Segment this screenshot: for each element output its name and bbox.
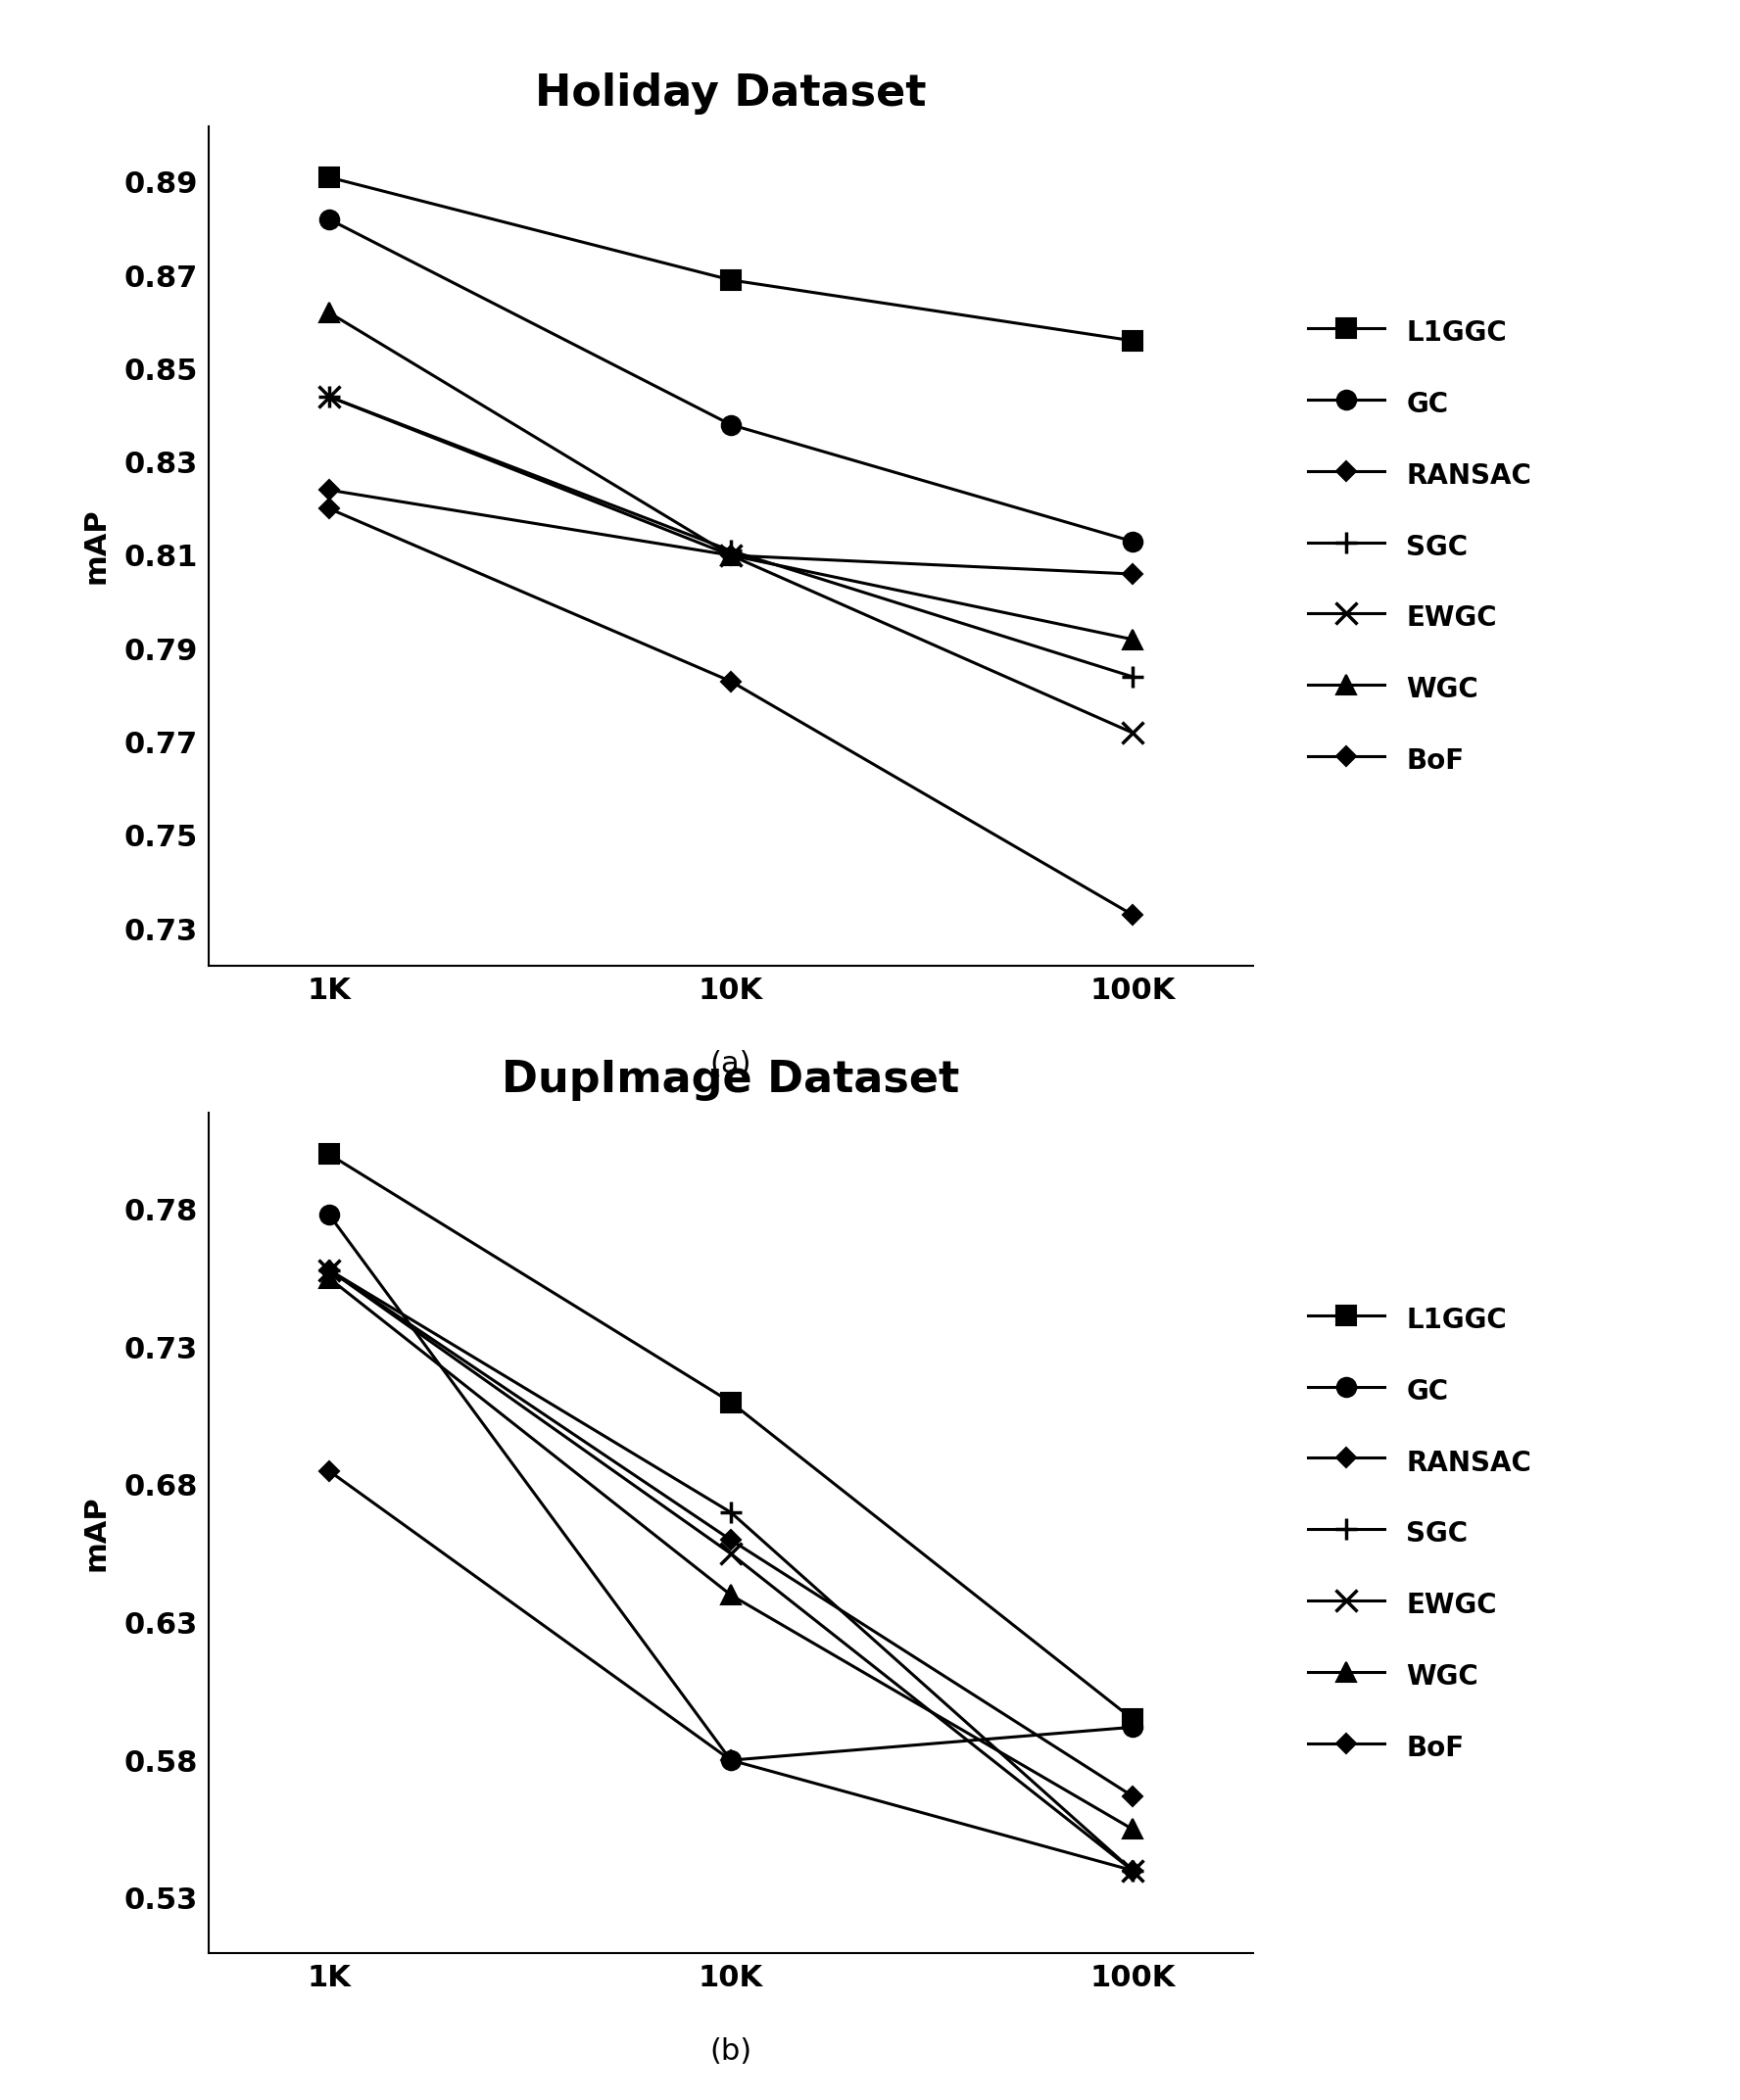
RANSAC [720, 542, 741, 567]
L1GGC [1122, 328, 1143, 353]
WGC [318, 300, 339, 326]
WGC [1122, 1816, 1143, 1842]
Y-axis label: mAP: mAP [82, 508, 110, 584]
WGC [720, 542, 741, 567]
SGC [1122, 1858, 1143, 1884]
BoF [720, 1747, 741, 1772]
Line: RANSAC: RANSAC [322, 483, 1140, 582]
SGC [318, 1258, 339, 1283]
Line: SGC: SGC [318, 1260, 1143, 1882]
L1GGC [318, 164, 339, 189]
BoF [720, 668, 741, 693]
RANSAC [1122, 561, 1143, 586]
Line: EWGC: EWGC [318, 386, 1143, 743]
Line: WGC: WGC [320, 302, 1141, 649]
SGC [720, 538, 741, 563]
Line: L1GGC: L1GGC [320, 1144, 1141, 1728]
L1GGC [720, 267, 741, 292]
Line: SGC: SGC [318, 386, 1143, 687]
Legend: L1GGC, GC, RANSAC, SGC, EWGC, WGC, BoF: L1GGC, GC, RANSAC, SGC, EWGC, WGC, BoF [1308, 315, 1531, 777]
GC [720, 1747, 741, 1772]
SGC [318, 384, 339, 409]
GC [720, 412, 741, 437]
BoF [318, 496, 339, 521]
Line: BoF: BoF [322, 1464, 1140, 1877]
WGC [1122, 626, 1143, 651]
Y-axis label: mAP: mAP [82, 1495, 110, 1571]
EWGC [720, 1541, 741, 1567]
WGC [318, 1266, 339, 1292]
Line: WGC: WGC [320, 1268, 1141, 1840]
RANSAC [318, 477, 339, 502]
Line: RANSAC: RANSAC [322, 1264, 1140, 1802]
Text: (a): (a) [710, 1050, 752, 1079]
Line: GC: GC [320, 1205, 1141, 1770]
Line: L1GGC: L1GGC [320, 168, 1141, 351]
EWGC [318, 384, 339, 409]
Title: DupImage Dataset: DupImage Dataset [501, 1058, 960, 1100]
L1GGC [1122, 1707, 1143, 1732]
RANSAC [720, 1527, 741, 1552]
Text: (b): (b) [710, 2037, 752, 2066]
EWGC [1122, 720, 1143, 746]
BoF [1122, 1858, 1143, 1884]
EWGC [720, 542, 741, 567]
GC [1122, 529, 1143, 554]
Title: Holiday Dataset: Holiday Dataset [536, 71, 926, 113]
BoF [318, 1457, 339, 1483]
GC [318, 206, 339, 231]
SGC [1122, 664, 1143, 689]
EWGC [1122, 1858, 1143, 1884]
Line: GC: GC [320, 210, 1141, 550]
WGC [720, 1583, 741, 1609]
Line: EWGC: EWGC [318, 1260, 1143, 1882]
L1GGC [720, 1390, 741, 1415]
Legend: L1GGC, GC, RANSAC, SGC, EWGC, WGC, BoF: L1GGC, GC, RANSAC, SGC, EWGC, WGC, BoF [1308, 1302, 1531, 1764]
SGC [720, 1499, 741, 1525]
GC [318, 1203, 339, 1228]
RANSAC [1122, 1783, 1143, 1808]
EWGC [318, 1258, 339, 1283]
GC [1122, 1714, 1143, 1739]
Line: BoF: BoF [322, 502, 1140, 922]
RANSAC [318, 1258, 339, 1283]
BoF [1122, 903, 1143, 928]
L1GGC [318, 1142, 339, 1168]
